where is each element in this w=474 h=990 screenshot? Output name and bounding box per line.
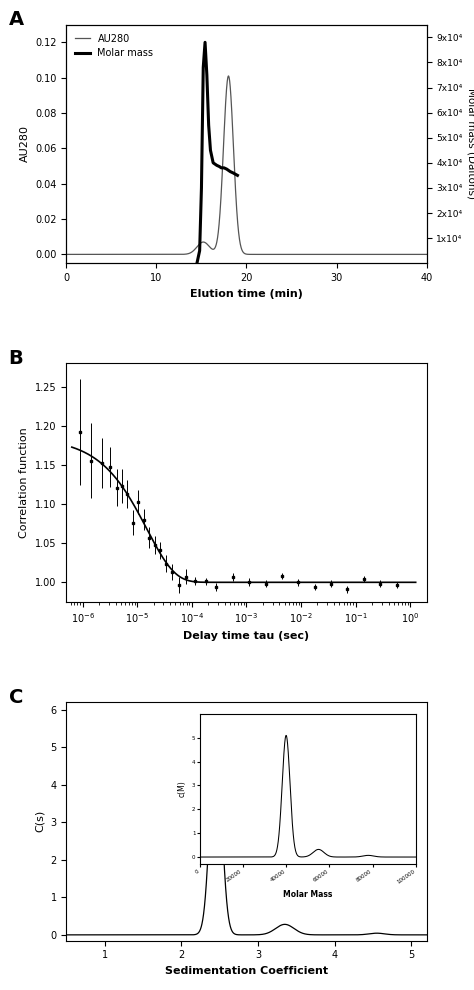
Line: AU280: AU280 xyxy=(66,76,427,254)
Line: Molar mass: Molar mass xyxy=(197,43,237,263)
X-axis label: Elution time (min): Elution time (min) xyxy=(190,288,303,299)
AU280 xyxy=(64,248,69,260)
Molar mass xyxy=(194,257,200,269)
Molar mass xyxy=(208,145,213,156)
Molar mass xyxy=(217,160,222,172)
Molar mass xyxy=(224,163,229,175)
Text: B: B xyxy=(9,349,24,368)
Molar mass xyxy=(235,169,240,181)
Molar mass xyxy=(197,245,202,256)
Y-axis label: Correlation function: Correlation function xyxy=(19,428,29,538)
Y-axis label: C(s): C(s) xyxy=(35,810,45,833)
AU280 xyxy=(235,216,240,228)
Molar mass xyxy=(219,162,224,174)
AU280 xyxy=(218,198,223,210)
Molar mass xyxy=(221,162,227,174)
Y-axis label: Molar mass (Daltons): Molar mass (Daltons) xyxy=(466,88,474,200)
AU280 xyxy=(325,248,331,260)
AU280 xyxy=(413,248,419,260)
X-axis label: Sedimentation Coefficient: Sedimentation Coefficient xyxy=(165,966,328,976)
Molar mass xyxy=(228,165,233,177)
AU280 xyxy=(226,70,231,82)
Legend: AU280, Molar mass: AU280, Molar mass xyxy=(71,30,157,62)
Text: C: C xyxy=(9,688,23,707)
AU280 xyxy=(424,248,429,260)
Molar mass xyxy=(199,182,204,194)
Molar mass xyxy=(230,167,236,179)
Molar mass xyxy=(204,69,210,81)
Molar mass xyxy=(210,156,216,168)
Molar mass xyxy=(226,164,231,176)
Molar mass xyxy=(201,61,206,73)
AU280 xyxy=(395,248,401,260)
Text: A: A xyxy=(9,11,24,30)
Y-axis label: AU280: AU280 xyxy=(19,126,29,162)
Molar mass xyxy=(202,37,208,49)
AU280 xyxy=(215,231,220,243)
Molar mass xyxy=(214,159,219,171)
X-axis label: Delay time tau (sec): Delay time tau (sec) xyxy=(183,631,310,641)
Molar mass xyxy=(206,119,211,131)
